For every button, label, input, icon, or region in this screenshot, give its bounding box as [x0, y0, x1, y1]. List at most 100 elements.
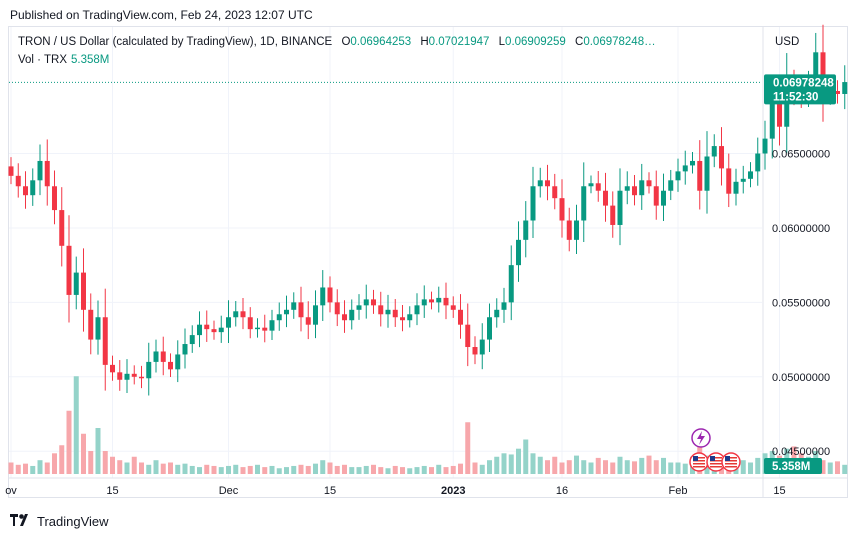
candle	[552, 173, 558, 210]
close-value: 0.06978248…	[583, 36, 656, 48]
candle-body	[363, 299, 369, 306]
candle	[124, 359, 130, 394]
x-tick-label: 2023	[441, 485, 465, 497]
candle-body	[392, 309, 398, 318]
candle	[102, 288, 108, 391]
volume-bar	[320, 460, 326, 474]
candle-body	[146, 361, 152, 379]
candle	[668, 169, 674, 201]
candle	[378, 291, 384, 327]
candle	[407, 306, 413, 328]
candle-body	[342, 314, 347, 321]
candle-body	[349, 309, 355, 321]
candle	[44, 139, 50, 206]
candle-body	[298, 302, 304, 318]
candle-body	[189, 335, 195, 345]
volume-bar	[378, 467, 384, 474]
candle	[624, 171, 630, 205]
volume-bar	[139, 462, 144, 474]
candle-body	[617, 190, 623, 225]
volume-bar	[487, 460, 492, 474]
candle	[30, 168, 36, 206]
volume-bar	[443, 467, 449, 474]
volume-bar	[835, 461, 840, 474]
volume-bar	[371, 464, 376, 474]
x-tick-label: ov	[5, 485, 17, 497]
candle	[117, 360, 123, 391]
footer-brand-label: TradingView	[37, 513, 109, 529]
candle	[8, 157, 14, 185]
candle-body	[400, 317, 405, 321]
candle	[197, 311, 202, 348]
last-volume-badge	[764, 458, 822, 474]
candle	[131, 365, 137, 385]
candle	[755, 137, 761, 186]
candle	[327, 276, 333, 313]
candle	[385, 294, 391, 328]
candle-body	[595, 183, 601, 191]
volume-bar	[385, 468, 391, 474]
volume-bar	[516, 448, 521, 474]
candle	[110, 355, 115, 381]
volume-bar	[276, 468, 282, 474]
open-value: 0.06964253	[350, 36, 412, 48]
symbol-legend[interactable]: TRON / US Dollar (calculated by TradingV…	[18, 36, 656, 48]
y-tick-label: 0.06500000	[772, 149, 830, 161]
candle-body	[15, 175, 21, 187]
tradingview-logo-icon	[10, 513, 32, 529]
candle	[610, 191, 616, 238]
candle-body	[327, 287, 333, 303]
last-price-badge	[764, 74, 836, 105]
x-tick-label: 15	[324, 485, 336, 497]
flag-stripe	[693, 466, 705, 468]
volume-legend[interactable]: Vol · TRX 5.358M	[18, 54, 109, 66]
event-icons	[689, 428, 741, 472]
volume-bar	[646, 455, 652, 474]
volume-bar	[603, 460, 608, 474]
volume-bar	[160, 463, 166, 474]
candle-body	[719, 146, 724, 169]
volume-bar	[269, 465, 275, 474]
volume-bar	[472, 462, 478, 474]
candle-body	[414, 305, 420, 315]
candle-body	[139, 376, 144, 379]
candle-body	[748, 171, 753, 179]
volume-bar	[820, 460, 826, 474]
volume-bar	[414, 467, 420, 474]
candle-body	[740, 178, 746, 182]
volume-bar	[400, 467, 405, 474]
candle	[66, 215, 72, 323]
lightning-icon-bolt	[697, 431, 705, 445]
candle-body	[371, 299, 376, 306]
candle-body	[755, 153, 761, 172]
y-axis: 0.04500000 0.05000000 0.05500000 0.06000000…	[772, 149, 830, 459]
candle	[588, 175, 594, 194]
candle	[59, 187, 65, 267]
candle-body	[59, 210, 65, 246]
candle-body	[639, 180, 645, 196]
volume-bar	[639, 457, 645, 474]
x-tick-label: 15	[106, 485, 118, 497]
volume-bar	[168, 462, 173, 474]
volume-bar	[218, 467, 224, 474]
candle-body	[117, 372, 123, 380]
candle	[443, 282, 449, 320]
candle-body	[632, 186, 637, 196]
candle-body	[407, 314, 413, 321]
volume-bar	[66, 410, 72, 474]
volume-bar	[146, 464, 152, 474]
volume-bar	[102, 451, 108, 474]
candle-body	[479, 339, 485, 355]
volume-bar	[407, 468, 413, 474]
x-tick-label: Feb	[669, 485, 688, 497]
x-tick-label: Dec	[219, 485, 239, 497]
candle	[168, 353, 173, 378]
volume-bar	[421, 465, 427, 474]
volume-bar	[617, 456, 623, 474]
candle	[436, 286, 442, 313]
volume-bar	[30, 465, 36, 474]
flag-stripe	[725, 466, 737, 468]
volume-bar	[262, 467, 268, 474]
footer-brand[interactable]: TradingView	[10, 513, 109, 529]
